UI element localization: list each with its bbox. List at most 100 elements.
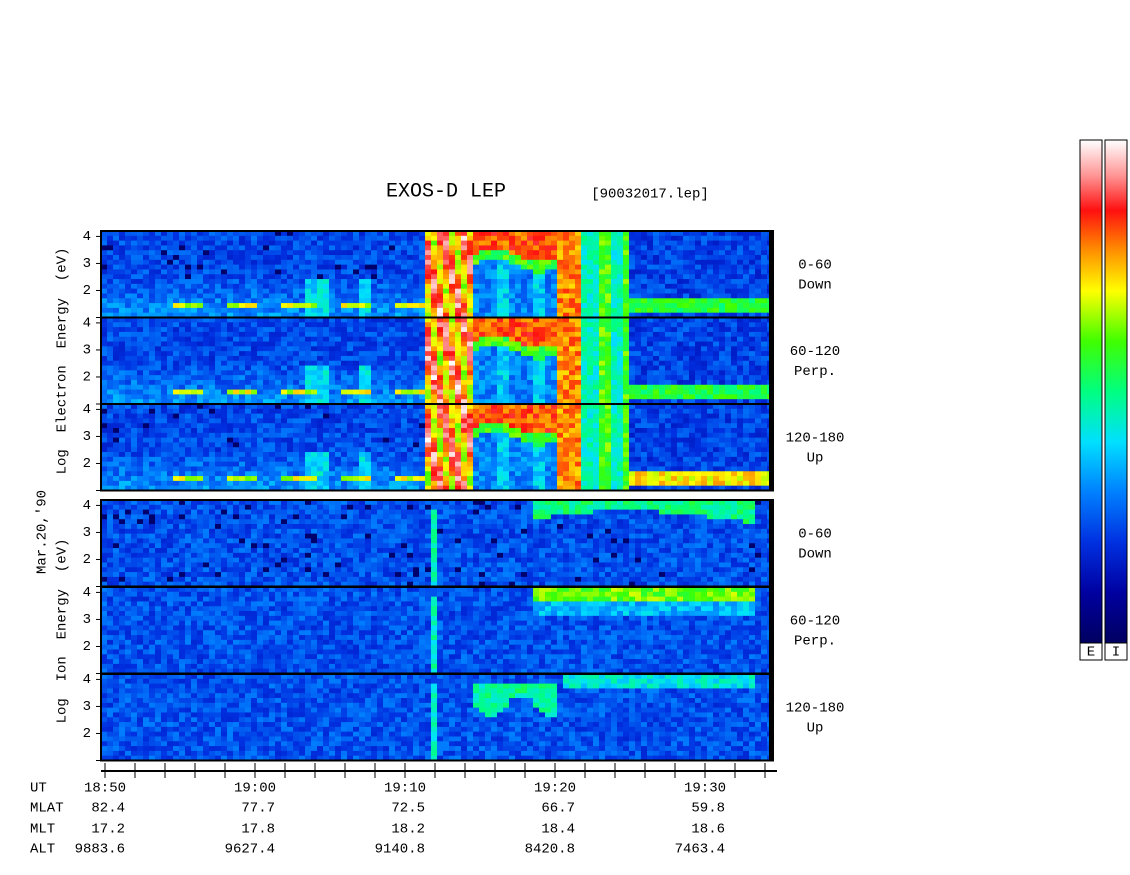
spectrogram-cell — [227, 250, 234, 256]
spectrogram-cell — [659, 370, 666, 376]
spectrogram-cell — [677, 279, 684, 285]
spectrogram-cell — [209, 303, 216, 309]
spectrogram-cell — [575, 341, 582, 347]
spectrogram-cell — [551, 274, 558, 280]
spectrogram-cell — [761, 428, 768, 434]
spectrogram-cell — [473, 370, 480, 376]
spectrogram-cell — [671, 437, 678, 443]
spectrogram-cell — [197, 317, 204, 323]
spectrogram-cell — [305, 250, 312, 256]
spectrogram-cell — [359, 288, 366, 294]
spectrogram-cell — [479, 235, 486, 242]
spectrogram-cell — [677, 418, 684, 424]
spectrogram-cell — [617, 341, 624, 347]
spectrogram-cell — [455, 269, 462, 275]
spectrogram-cell — [143, 346, 150, 352]
spectrogram-cell — [713, 235, 720, 242]
spectrogram-cell — [407, 255, 414, 261]
spectrogram-cell — [101, 336, 108, 343]
spectrogram-cell — [647, 250, 654, 256]
spectrogram-cell — [413, 317, 420, 323]
spectrogram-cell — [761, 437, 768, 443]
spectrogram-cell — [137, 394, 144, 400]
spectrogram-cell — [371, 322, 378, 328]
spectrogram-cell — [761, 298, 768, 304]
spectrogram-cell — [581, 283, 588, 290]
spectrogram-cell — [167, 288, 174, 294]
spectrogram-cell — [455, 384, 462, 391]
spectrogram-cell — [341, 394, 348, 400]
spectrogram-cell — [251, 355, 258, 362]
spectrogram-cell — [539, 346, 546, 352]
spectrogram-cell — [179, 346, 186, 352]
spectrogram-cell — [755, 336, 762, 343]
spectrogram-cell — [461, 274, 468, 280]
spectrogram-cell — [359, 336, 366, 343]
spectrogram-cell — [479, 327, 486, 333]
spectrogram-cell — [617, 331, 624, 338]
spectrogram-cell — [569, 274, 576, 280]
spectrogram-cell — [101, 379, 108, 386]
spectrogram-cell — [659, 235, 666, 242]
spectrogram-cell — [449, 384, 456, 391]
spectrogram-cell — [521, 331, 528, 338]
spectrogram-cell — [341, 341, 348, 347]
spectrogram-cell — [473, 432, 480, 439]
spectrogram-cell — [449, 399, 456, 405]
spectrogram-cell — [683, 317, 690, 323]
spectrogram-cell — [695, 327, 702, 333]
spectrogram-cell — [557, 293, 564, 299]
spectrogram-cell — [305, 360, 312, 367]
spectrogram-cell — [371, 355, 378, 362]
spectrogram-cell — [557, 418, 564, 424]
spectrogram-cell — [107, 432, 114, 439]
spectrogram-cell — [689, 355, 696, 362]
spectrogram-cell — [341, 231, 348, 237]
spectrogram-cell — [281, 231, 288, 237]
spectrogram-cell — [731, 384, 738, 391]
spectrogram-cell — [653, 389, 660, 395]
spectrogram-cell — [713, 418, 720, 424]
spectrogram-cell — [593, 399, 600, 405]
spectrogram-cell — [395, 442, 402, 448]
spectrogram-cell — [113, 346, 120, 352]
spectrogram-cell — [665, 264, 672, 270]
spectrogram-cell — [293, 379, 300, 386]
spectrogram-cell — [635, 360, 642, 367]
spectrogram-cell — [317, 269, 324, 275]
spectrogram-cell — [707, 432, 714, 439]
spectrogram-cell — [653, 279, 660, 285]
spectrogram-cell — [377, 379, 384, 386]
spectrogram-cell — [155, 274, 162, 280]
spectrogram-cell — [443, 370, 450, 376]
spectrogram-cell — [401, 379, 408, 386]
spectrogram-cell — [719, 355, 726, 362]
spectrogram-cell — [221, 370, 228, 376]
spectrogram-cell — [437, 360, 444, 367]
spectrogram-cell — [629, 384, 636, 391]
spectrogram-cell — [629, 404, 636, 410]
spectrogram-cell — [587, 423, 594, 429]
spectrogram-cell — [719, 327, 726, 333]
spectrogram-cell — [161, 437, 168, 443]
spectrogram-cell — [599, 322, 606, 328]
spectrogram-cell — [311, 355, 318, 362]
spectrogram-cell — [545, 298, 552, 304]
spectrogram-cell — [269, 298, 276, 304]
spectrogram-cell — [227, 303, 234, 309]
spectrogram-cell — [533, 437, 540, 443]
spectrogram-cell — [623, 355, 630, 362]
spectrogram-cell — [653, 394, 660, 400]
spectrogram-cell — [365, 240, 372, 246]
spectrogram-cell — [389, 365, 396, 371]
spectrogram-cell — [383, 283, 390, 290]
spectrogram-cell — [425, 298, 432, 304]
spectrogram-cell — [107, 264, 114, 270]
spectrogram-cell — [641, 336, 648, 343]
spectrogram-cell — [557, 336, 564, 343]
spectrogram-cell — [371, 240, 378, 246]
spectrogram-cell — [233, 341, 240, 347]
spectrogram-cell — [341, 360, 348, 367]
spectrogram-cell — [629, 360, 636, 367]
spectrogram-cell — [449, 428, 456, 434]
